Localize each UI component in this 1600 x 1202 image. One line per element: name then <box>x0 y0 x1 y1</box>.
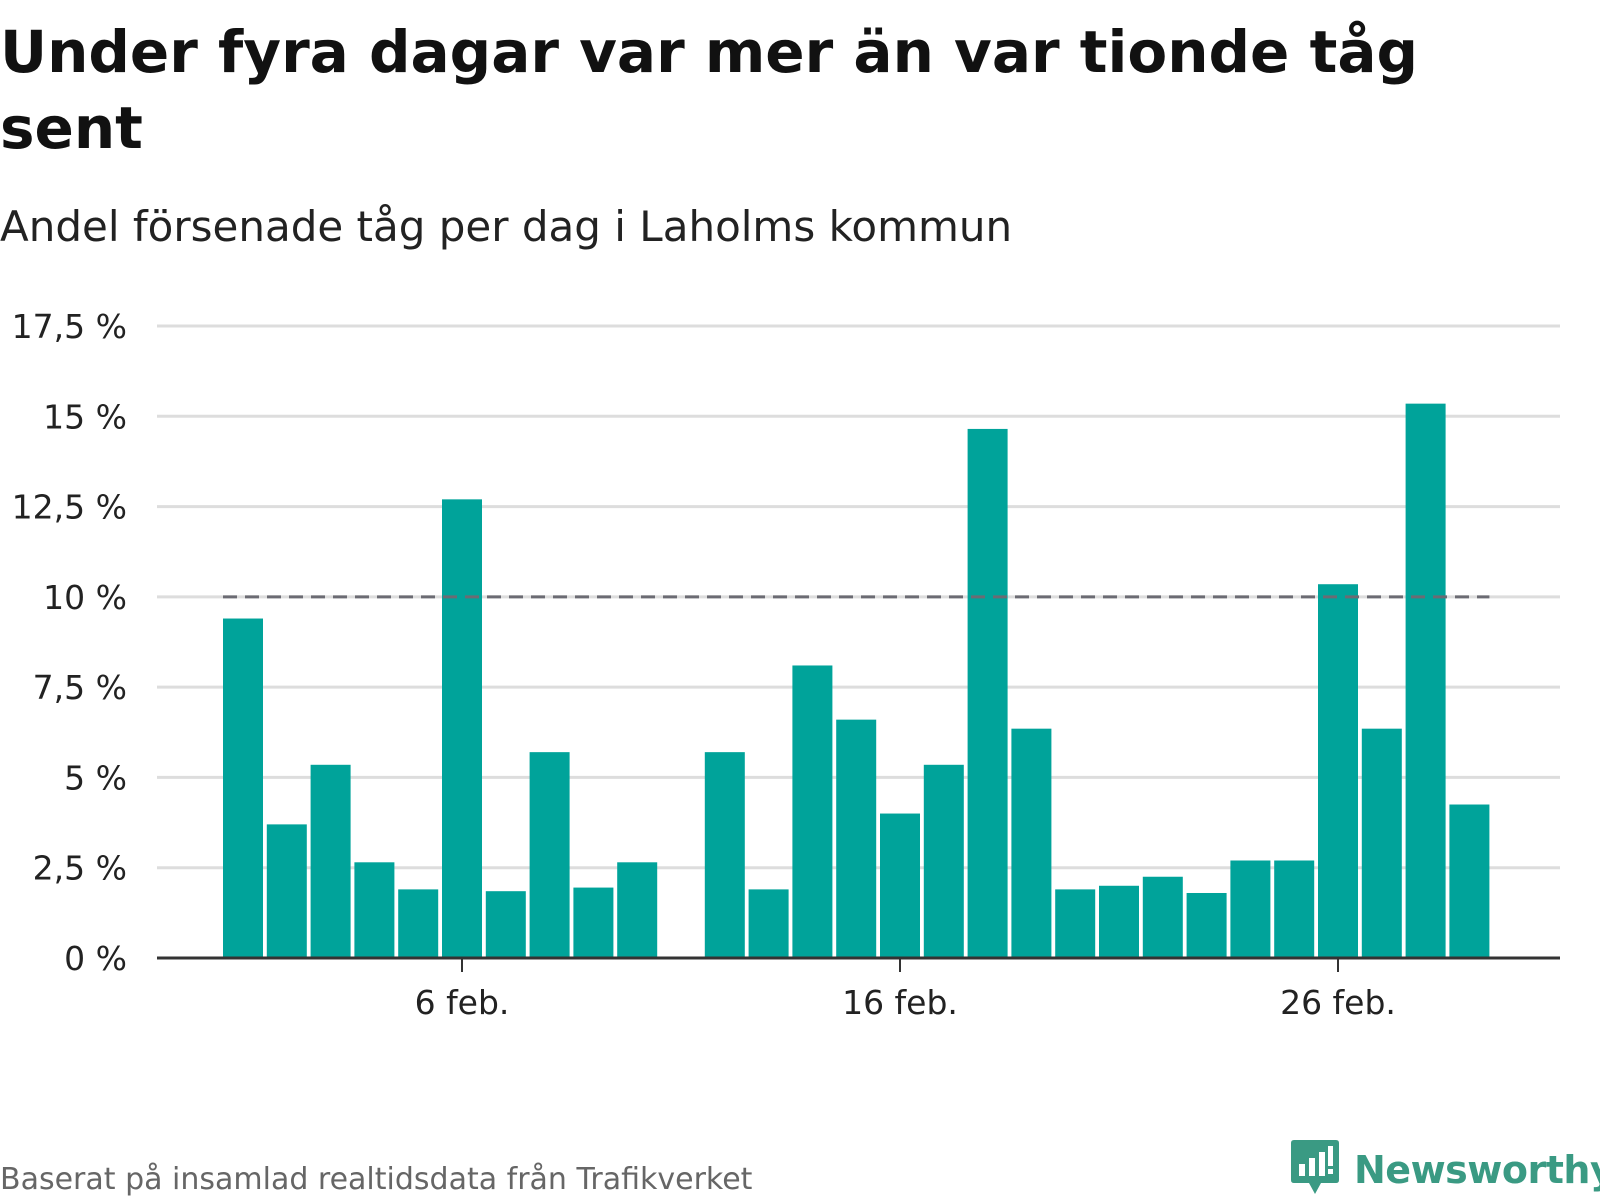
bar <box>485 891 526 958</box>
logo-wordmark: Newsworthy <box>1354 1148 1600 1192</box>
y-tick-label: 12,5 % <box>12 488 127 527</box>
bar <box>704 752 745 958</box>
bar <box>398 889 439 958</box>
bar <box>836 719 877 958</box>
bar <box>442 499 482 958</box>
y-tick-label: 7,5 % <box>33 668 127 707</box>
bar <box>266 824 307 958</box>
x-tick-label: 16 feb. <box>842 983 958 1022</box>
bar <box>792 665 833 958</box>
y-tick-label: 15 % <box>43 397 127 436</box>
bar-chart-speech-icon <box>1290 1138 1340 1202</box>
y-tick-label: 10 % <box>43 578 127 617</box>
bar <box>529 752 570 958</box>
source-note: Baserat på insamlad realtidsdata från Tr… <box>0 1162 753 1197</box>
y-tick-label: 0 % <box>64 939 127 978</box>
bar <box>617 862 658 958</box>
bar <box>1230 860 1271 958</box>
bar <box>880 813 920 958</box>
y-tick-label: 2,5 % <box>33 849 127 888</box>
bar <box>1449 804 1490 958</box>
bar <box>1055 889 1096 958</box>
bar <box>573 887 614 958</box>
bar <box>967 428 1008 958</box>
y-tick-label: 17,5 % <box>12 307 127 346</box>
bar <box>310 764 351 958</box>
bar <box>1142 876 1183 958</box>
bar <box>1274 860 1315 958</box>
bar <box>1361 728 1402 958</box>
newsworthy-logo: Newsworthy <box>1290 1140 1600 1200</box>
chart-subtitle: Andel försenade tåg per dag i Laholms ko… <box>0 202 1013 251</box>
bar <box>748 889 789 958</box>
bar <box>1318 584 1358 958</box>
x-tick-label: 26 feb. <box>1280 983 1396 1022</box>
bar <box>354 862 395 958</box>
bar <box>223 618 263 958</box>
chart-title: Under fyra dagar var mer än var tionde t… <box>0 18 1418 162</box>
bar <box>1011 728 1052 958</box>
y-tick-label: 5 % <box>64 758 127 797</box>
bar <box>1405 403 1446 958</box>
bar-chart: 0 % 2,5 % 5 % 7,5 % 10 % 12,5 % 15 % 17,5 % 6 fe… <box>12 307 1560 1022</box>
bar <box>1186 892 1227 958</box>
bar <box>923 764 964 958</box>
bar <box>1099 885 1139 958</box>
x-tick-label: 6 feb. <box>415 983 510 1022</box>
